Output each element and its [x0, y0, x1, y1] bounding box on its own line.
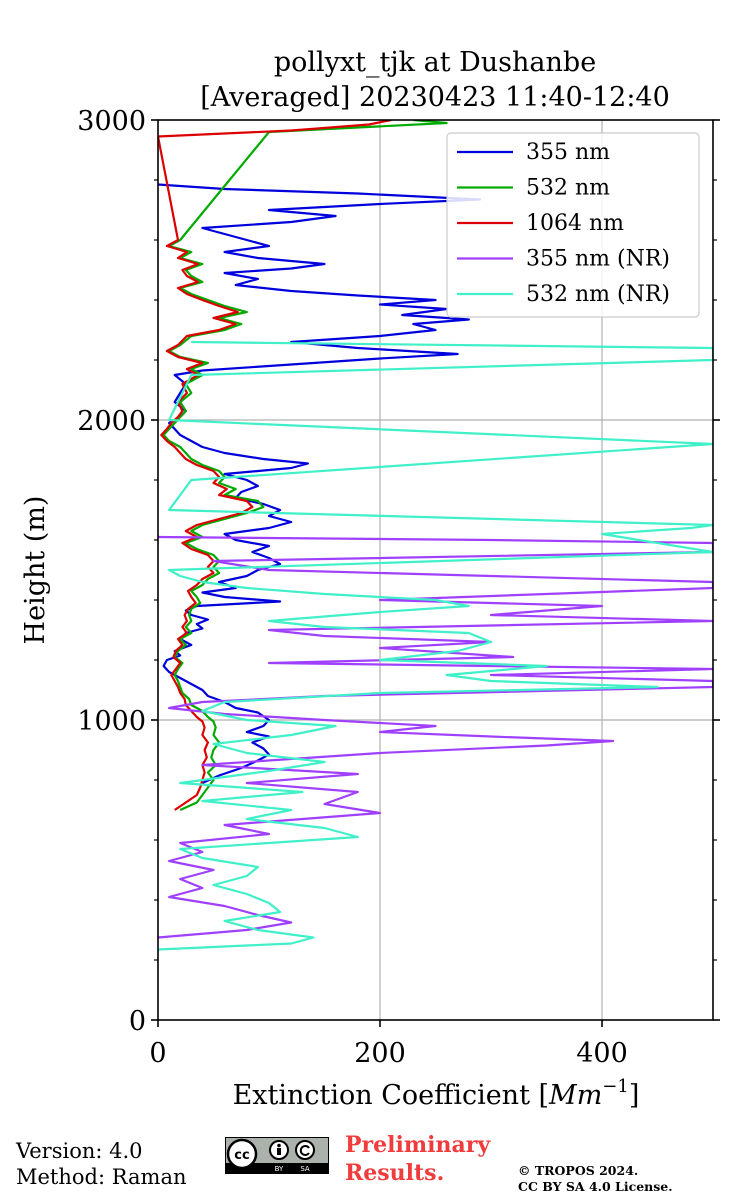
version-info: Version: 4.0 Method: Raman — [16, 1138, 187, 1190]
plot-frame — [157, 119, 714, 1021]
method-text: Method: Raman — [16, 1165, 187, 1189]
series-lines — [158, 120, 713, 951]
series-line-5 — [158, 340, 713, 951]
legend-label-2: 532 nm — [526, 176, 610, 201]
extinction-profile-chart: pollyxt_tjk at Dushanbe [Averaged] 20230… — [20, 47, 720, 1111]
cc-by-sa-license-badge: cc BY SA — [225, 1137, 329, 1174]
legend-label-3: 1064 nm — [526, 211, 624, 236]
x-axis-label-unit: Mm — [548, 1080, 602, 1111]
legend-label-1: 355 nm — [526, 140, 610, 165]
x-axis-label-text: Extinction Coefficient [ — [233, 1080, 549, 1111]
copyright-notice: © TROPOS 2024. CC BY SA 4.0 License. — [518, 1163, 673, 1195]
x-tick-label-2: 400 — [576, 1038, 628, 1069]
y-tick-label-3: 3000 — [77, 106, 146, 137]
legend-label-4: 355 nm (NR) — [526, 247, 670, 272]
chart-subtitle: [Averaged] 20230423 11:40-12:40 — [200, 82, 670, 113]
x-tick-label-1: 200 — [354, 1038, 406, 1069]
x-axis-label-exponent: −1 — [602, 1076, 629, 1097]
legend-box — [446, 132, 700, 318]
chart-title: pollyxt_tjk at Dushanbe — [274, 47, 596, 78]
x-axis-label: Extinction Coefficient [Mm−1] — [233, 1076, 640, 1111]
y-axis-label: Height (m) — [20, 496, 51, 645]
version-text: Version: 4.0 — [16, 1139, 143, 1163]
legend-label-5: 532 nm (NR) — [526, 282, 670, 307]
copyright-line-1: © TROPOS 2024. — [518, 1163, 639, 1178]
x-tick-label-0: 0 — [149, 1038, 166, 1069]
preliminary-line-1: Preliminary — [345, 1132, 491, 1158]
by-text: BY — [275, 1165, 284, 1173]
axis-ticks: 0 200 400 0 1000 2000 3000 — [77, 106, 720, 1069]
cc-letters: cc — [234, 1148, 249, 1163]
preliminary-line-2: Results. — [345, 1160, 445, 1186]
sa-icon — [295, 1140, 315, 1160]
legend: 355 nm 532 nm 1064 nm 355 nm (NR) 532 nm (NR… — [446, 132, 700, 318]
copyright-line-2: CC BY SA 4.0 License. — [518, 1179, 673, 1194]
preliminary-results-notice: Preliminary Results. — [345, 1131, 490, 1187]
y-tick-label-1: 1000 — [77, 706, 146, 737]
x-axis-label-close: ] — [629, 1080, 640, 1111]
series-line-4 — [158, 535, 713, 939]
sa-text: SA — [300, 1165, 310, 1173]
y-tick-label-0: 0 — [129, 1006, 146, 1037]
y-tick-label-2: 2000 — [77, 406, 146, 437]
